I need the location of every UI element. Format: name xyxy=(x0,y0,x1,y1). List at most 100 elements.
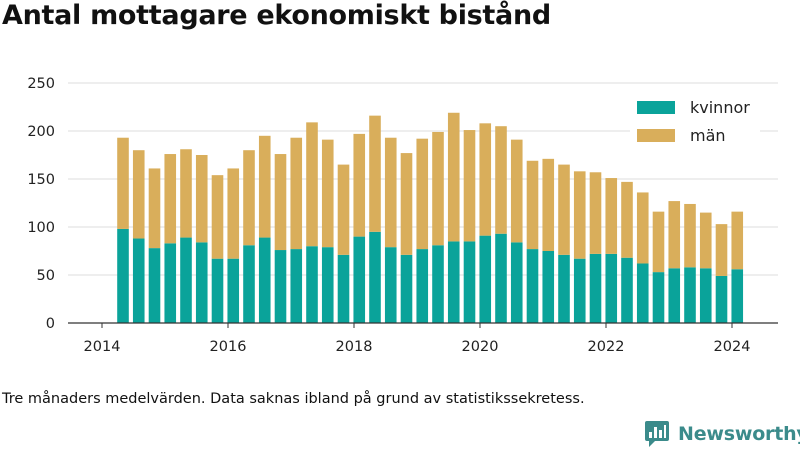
bar-kvinnor xyxy=(573,258,586,323)
bar-kvinnor xyxy=(589,253,602,323)
bar-män xyxy=(195,155,208,243)
legend-swatch-män xyxy=(637,129,675,142)
bar-män xyxy=(447,112,460,242)
bar-kvinnor xyxy=(463,241,476,323)
legend-label-män: män xyxy=(690,126,726,145)
bar-män xyxy=(526,160,539,250)
bar-män xyxy=(180,149,192,238)
bar-kvinnor xyxy=(243,245,255,323)
bar-kvinnor xyxy=(227,258,240,323)
bar-män xyxy=(369,115,381,232)
bar-kvinnor xyxy=(495,233,507,323)
bar-kvinnor xyxy=(384,247,397,323)
bar-män xyxy=(432,131,444,246)
x-axis: 2014 2016 2018 2020 2022 2024 xyxy=(68,322,778,355)
bar-män xyxy=(274,154,287,251)
y-tick-label: 0 xyxy=(46,316,55,332)
bar-män xyxy=(117,137,129,229)
bar-kvinnor xyxy=(337,254,350,323)
x-tick-label: 2024 xyxy=(714,339,751,355)
bar-män xyxy=(731,211,744,270)
bar-kvinnor xyxy=(558,254,570,323)
bar-kvinnor xyxy=(117,228,129,323)
bar-män xyxy=(589,172,602,254)
stacked-bar-chart: 0 50 100 150 200 250 2014 2016 2018 2020 2022 2024… xyxy=(27,76,778,355)
bar-män xyxy=(542,158,555,251)
bar-kvinnor xyxy=(195,242,208,323)
legend-swatch-kvinnor xyxy=(637,101,675,114)
bar-män xyxy=(479,123,492,236)
bar-kvinnor xyxy=(668,268,681,323)
bar-män xyxy=(463,130,476,242)
bar-kvinnor xyxy=(274,250,287,323)
bars xyxy=(117,112,744,323)
bar-män xyxy=(605,178,618,254)
bar-kvinnor xyxy=(211,258,224,323)
bar-kvinnor xyxy=(621,257,633,323)
bar-kvinnor xyxy=(306,246,318,323)
bar-män xyxy=(573,171,586,259)
bar-män xyxy=(558,164,570,255)
bar-män xyxy=(636,192,649,264)
bar-kvinnor xyxy=(290,249,303,323)
bar-kvinnor xyxy=(542,251,555,323)
bar-män xyxy=(384,137,397,248)
bar-män xyxy=(668,201,681,269)
bar-kvinnor xyxy=(510,242,523,323)
bar-män xyxy=(321,139,334,248)
bar-män xyxy=(699,212,712,269)
bar-män xyxy=(306,122,318,247)
bar-män xyxy=(290,137,303,250)
bar-kvinnor xyxy=(400,254,413,323)
bar-män xyxy=(164,154,177,244)
bar-kvinnor xyxy=(321,247,334,323)
bar-män xyxy=(227,168,240,259)
bar-kvinnor xyxy=(353,236,366,323)
bar-män xyxy=(495,126,507,234)
chart-caption: Tre månaders medelvärden. Data saknas ib… xyxy=(2,391,585,407)
bar-män xyxy=(510,139,523,243)
bar-kvinnor xyxy=(180,237,192,323)
x-tick-label: 2022 xyxy=(588,339,625,355)
bar-kvinnor xyxy=(652,272,665,323)
bar-kvinnor xyxy=(699,268,712,323)
bar-kvinnor xyxy=(258,237,271,323)
bar-kvinnor xyxy=(132,238,145,323)
legend: kvinnor män xyxy=(630,94,760,156)
bar-män xyxy=(337,164,350,255)
bar-män xyxy=(621,181,633,258)
bar-kvinnor xyxy=(731,269,744,323)
bar-män xyxy=(652,211,665,273)
chart-title: Antal mottagare ekonomiskt bistånd xyxy=(2,0,551,31)
bar-kvinnor xyxy=(715,275,728,323)
bar-män xyxy=(353,133,366,237)
bar-kvinnor xyxy=(526,249,539,323)
y-axis: 0 50 100 150 200 250 xyxy=(27,76,55,332)
y-tick-label: 50 xyxy=(37,268,55,284)
legend-label-kvinnor: kvinnor xyxy=(690,98,750,117)
bar-män xyxy=(416,138,429,250)
bar-kvinnor xyxy=(605,253,618,323)
x-tick-label: 2018 xyxy=(336,339,373,355)
x-tick-label: 2014 xyxy=(84,339,121,355)
bar-kvinnor xyxy=(148,248,161,323)
y-tick-label: 100 xyxy=(27,220,55,236)
y-tick-label: 250 xyxy=(27,76,55,92)
bar-kvinnor xyxy=(636,263,649,323)
bar-kvinnor xyxy=(164,243,177,323)
bar-kvinnor xyxy=(684,267,696,323)
bar-män xyxy=(715,224,728,276)
bar-män xyxy=(400,153,413,255)
x-tick-label: 2016 xyxy=(210,339,247,355)
chat-bubble-bar-chart-icon xyxy=(645,421,669,447)
newsworthy-logo: Newsworthy xyxy=(644,419,800,449)
bar-kvinnor xyxy=(432,245,444,323)
brand-name: Newsworthy xyxy=(678,423,800,445)
y-tick-label: 200 xyxy=(27,124,55,140)
bar-män xyxy=(132,150,145,239)
bar-män xyxy=(684,203,696,268)
bar-kvinnor xyxy=(369,231,381,323)
bar-män xyxy=(148,168,161,249)
bar-män xyxy=(258,135,271,238)
bar-kvinnor xyxy=(416,249,429,323)
